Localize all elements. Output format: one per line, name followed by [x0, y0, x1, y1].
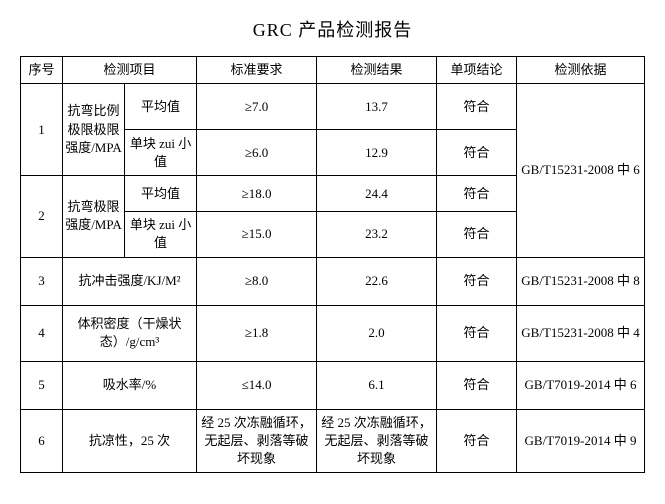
- header-standard: 标准要求: [197, 57, 317, 84]
- cell-standard: ≥6.0: [197, 130, 317, 176]
- header-result: 检测结果: [317, 57, 437, 84]
- cell-conclusion: 符合: [437, 361, 517, 409]
- cell-result: 12.9: [317, 130, 437, 176]
- header-seq: 序号: [21, 57, 63, 84]
- cell-result: 13.7: [317, 84, 437, 130]
- table-row: 6 抗凉性，25 次 经 25 次冻融循环，无起层、剥落等破坏现象 经 25 次…: [21, 409, 645, 473]
- cell-result: 22.6: [317, 257, 437, 305]
- header-item: 检测项目: [63, 57, 197, 84]
- cell-seq: 4: [21, 305, 63, 361]
- cell-seq: 3: [21, 257, 63, 305]
- cell-item: 抗冲击强度/KJ/M²: [63, 257, 197, 305]
- cell-standard: ≥8.0: [197, 257, 317, 305]
- cell-standard: ≥18.0: [197, 176, 317, 212]
- table-row: 4 体积密度（干燥状态）/g/cm³ ≥1.8 2.0 符合 GB/T15231…: [21, 305, 645, 361]
- cell-seq: 5: [21, 361, 63, 409]
- cell-basis: GB/T7019-2014 中 6: [517, 361, 645, 409]
- cell-basis: GB/T15231-2008 中 4: [517, 305, 645, 361]
- cell-conclusion: 符合: [437, 212, 517, 257]
- cell-item: 吸水率/%: [63, 361, 197, 409]
- table-header-row: 序号 检测项目 标准要求 检测结果 单项结论 检测依据: [21, 57, 645, 84]
- table-row: 1 抗弯比例极限极限强度/MPA 平均值 ≥7.0 13.7 符合 GB/T15…: [21, 84, 645, 130]
- cell-basis: GB/T15231-2008 中 8: [517, 257, 645, 305]
- cell-item-sub: 单块 zui 小值: [125, 212, 197, 257]
- cell-result: 23.2: [317, 212, 437, 257]
- cell-item: 抗凉性，25 次: [63, 409, 197, 473]
- cell-item-main: 抗弯极限强度/MPA: [63, 176, 125, 257]
- cell-standard: ≥15.0: [197, 212, 317, 257]
- cell-seq: 2: [21, 176, 63, 257]
- cell-conclusion: 符合: [437, 84, 517, 130]
- cell-item-sub: 平均值: [125, 84, 197, 130]
- cell-seq: 1: [21, 84, 63, 176]
- table-row: 3 抗冲击强度/KJ/M² ≥8.0 22.6 符合 GB/T15231-200…: [21, 257, 645, 305]
- cell-result: 6.1: [317, 361, 437, 409]
- cell-result: 2.0: [317, 305, 437, 361]
- cell-conclusion: 符合: [437, 409, 517, 473]
- report-title: GRC 产品检测报告: [20, 16, 645, 42]
- cell-conclusion: 符合: [437, 257, 517, 305]
- cell-basis: GB/T7019-2014 中 9: [517, 409, 645, 473]
- cell-standard: ≥1.8: [197, 305, 317, 361]
- cell-conclusion: 符合: [437, 176, 517, 212]
- cell-result: 24.4: [317, 176, 437, 212]
- cell-conclusion: 符合: [437, 305, 517, 361]
- cell-standard: ≤14.0: [197, 361, 317, 409]
- header-conclusion: 单项结论: [437, 57, 517, 84]
- cell-item-main: 抗弯比例极限极限强度/MPA: [63, 84, 125, 176]
- cell-standard: 经 25 次冻融循环，无起层、剥落等破坏现象: [197, 409, 317, 473]
- cell-item-sub: 平均值: [125, 176, 197, 212]
- cell-seq: 6: [21, 409, 63, 473]
- cell-result: 经 25 次冻融循环，无起层、剥落等破坏现象: [317, 409, 437, 473]
- cell-conclusion: 符合: [437, 130, 517, 176]
- cell-item: 体积密度（干燥状态）/g/cm³: [63, 305, 197, 361]
- cell-item-sub: 单块 zui 小值: [125, 130, 197, 176]
- cell-standard: ≥7.0: [197, 84, 317, 130]
- cell-basis: GB/T15231-2008 中 6: [517, 84, 645, 257]
- report-table: 序号 检测项目 标准要求 检测结果 单项结论 检测依据 1 抗弯比例极限极限强度…: [20, 56, 645, 473]
- header-basis: 检测依据: [517, 57, 645, 84]
- table-row: 5 吸水率/% ≤14.0 6.1 符合 GB/T7019-2014 中 6: [21, 361, 645, 409]
